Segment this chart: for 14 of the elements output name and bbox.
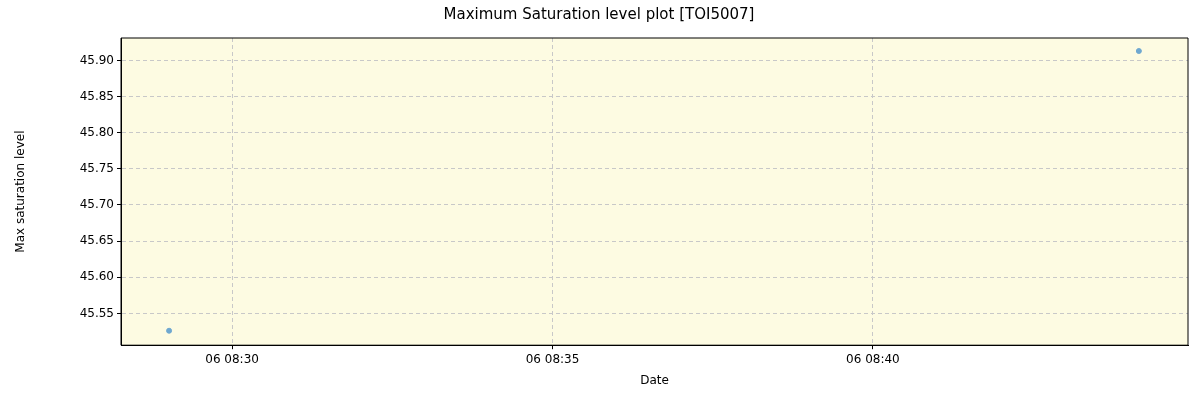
x-tick-label: 06 08:35 bbox=[525, 351, 580, 366]
x-tick-label: 06 08:40 bbox=[846, 351, 900, 366]
y-axis-title: Max saturation level bbox=[13, 130, 28, 253]
y-tick-label: 45.85 bbox=[79, 88, 114, 103]
y-tick-label: 45.60 bbox=[79, 269, 114, 284]
y-tick-label: 45.55 bbox=[79, 305, 114, 320]
y-tick-label: 45.90 bbox=[79, 52, 114, 67]
y-tick-label: 45.80 bbox=[79, 124, 114, 139]
x-axis-title: Date bbox=[640, 372, 669, 387]
y-tick-label: 45.70 bbox=[79, 197, 114, 212]
chart-title: Maximum Saturation level plot [TOI5007] bbox=[443, 4, 755, 23]
y-tick-label: 45.65 bbox=[79, 233, 114, 248]
y-tick-label: 45.75 bbox=[79, 160, 114, 175]
x-tick-label: 06 08:30 bbox=[205, 351, 259, 366]
